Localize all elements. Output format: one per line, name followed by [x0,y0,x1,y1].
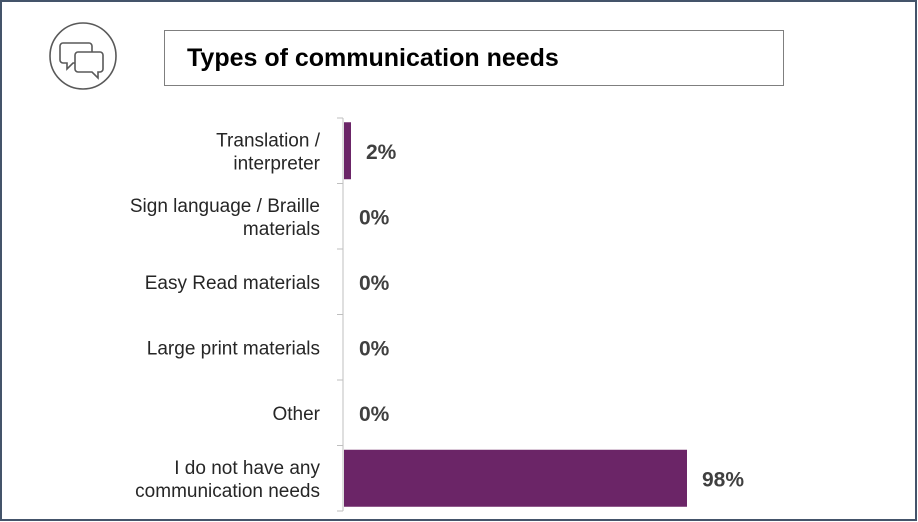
category-label: Easy Read materials [145,273,320,294]
category-label: Sign language / Braille materials [130,196,320,240]
data-label: 2% [366,141,397,164]
category-label: Translation / interpreter [216,130,321,174]
category-label: Large print materials [147,338,320,359]
bar [344,449,687,507]
category-label: Other [272,404,320,425]
bar [344,122,351,180]
data-label: 0% [359,403,390,426]
category-label: I do not have any communication needs [135,458,320,502]
data-label: 0% [359,272,390,295]
data-label: 0% [359,206,390,229]
data-label: 0% [359,337,390,360]
chart-title: Types of communication needs [164,30,784,86]
data-label: 98% [702,468,744,491]
chat-bubbles-icon [49,22,117,90]
